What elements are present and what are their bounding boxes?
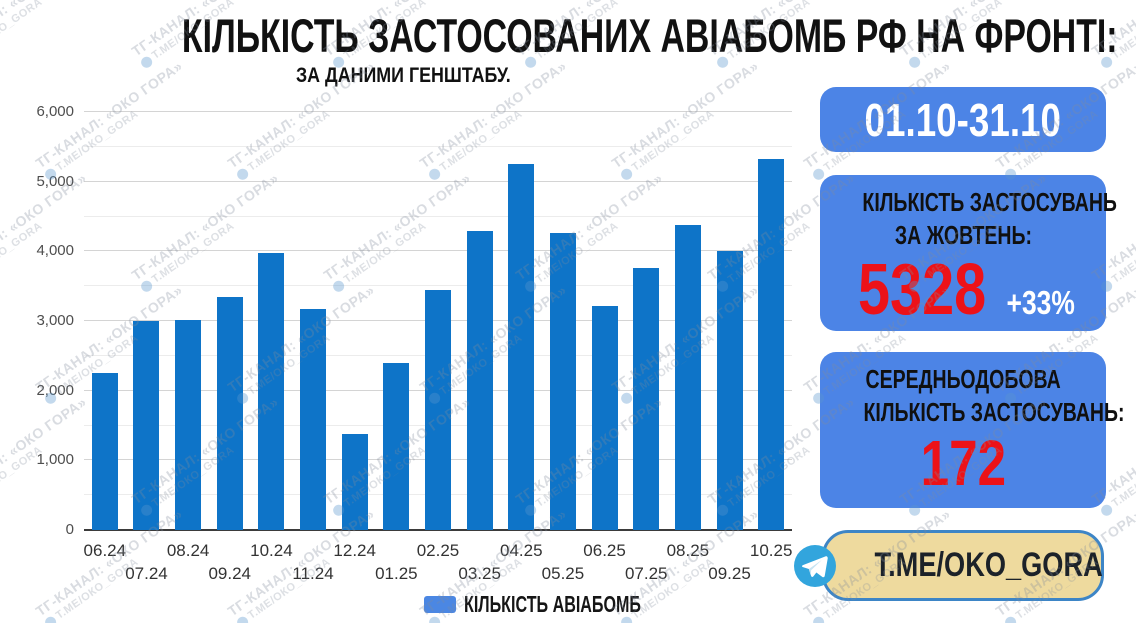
bar xyxy=(300,308,327,530)
watermark-telegram-dot-icon xyxy=(234,614,251,623)
y-axis-tick-label: 5,000 xyxy=(36,172,74,190)
daily-average-panel: СЕРЕДНЬОДОБОВА КІЛЬКІСТЬ ЗАСТОСУВАНЬ: 17… xyxy=(820,352,1125,508)
y-axis-tick-label: 4,000 xyxy=(36,242,74,260)
y-axis-tick-label: 1,000 xyxy=(36,451,74,469)
y-axis-tick-label: 0 xyxy=(65,521,74,538)
page-subtitle-text: ЗА ДАНИМИ ГЕНШТАБУ. xyxy=(295,64,511,87)
page-title: КІЛЬКІСТЬ ЗАСТОСОВАНИХ АВІАБОМБ РФ НА ФР… xyxy=(0,8,1136,63)
bar xyxy=(716,251,743,530)
bar xyxy=(425,289,451,530)
bar xyxy=(674,224,701,530)
bar xyxy=(633,268,660,530)
x-axis-tick-label: 07.24 xyxy=(125,564,168,583)
x-axis-tick-label: 01.25 xyxy=(375,564,418,583)
monthly-total-heading: КІЛЬКІСТЬ ЗАСТОСУВАНЬ ЗА ЖОВТЕНЬ: xyxy=(862,187,1117,250)
page-subtitle: ЗА ДАНИМИ ГЕНШТАБУ. xyxy=(0,64,806,88)
watermark-line2-text: Т.МЕ/ОКО_GORA xyxy=(1109,220,1136,286)
bar xyxy=(758,158,785,530)
monthly-total-panel: КІЛЬКІСТЬ ЗАСТОСУВАНЬ ЗА ЖОВТЕНЬ: 5328 +… xyxy=(820,175,1117,331)
telegram-icon xyxy=(794,544,837,587)
page-title-text: КІЛЬКІСТЬ ЗАСТОСОВАНИХ АВІАБОМБ РФ НА ФР… xyxy=(181,9,1118,62)
bar xyxy=(133,321,160,530)
bar-chart-plot: 0 1,000 2,000 3,000 4,000 5,000 6,000 06.24 07.2… xyxy=(36,103,792,583)
x-axis-tick-label: 08.24 xyxy=(166,541,210,560)
watermark-telegram-dot-icon xyxy=(810,614,827,623)
y-axis-tick-label: 2,000 xyxy=(36,381,74,399)
x-axis-tick-label: 07.25 xyxy=(624,564,668,583)
bar xyxy=(383,362,410,530)
gridline xyxy=(84,250,792,252)
x-axis-tick-label: 06.24 xyxy=(83,541,127,560)
y-axis-tick-label: 6,000 xyxy=(36,103,74,120)
bar xyxy=(216,296,243,530)
monthly-total-value: 5328 xyxy=(858,250,987,330)
telegram-channel-label: T.ME/OKO_GORA xyxy=(874,546,1104,584)
watermark-telegram-dot-icon xyxy=(1002,614,1019,623)
bar xyxy=(91,373,118,530)
bar xyxy=(341,433,368,530)
bar xyxy=(175,319,202,530)
watermark-telegram-dot-icon xyxy=(1098,502,1115,518)
watermark-line2-text: Т.МЕ/ОКО_GORA xyxy=(1109,444,1136,510)
daily-average-heading: СЕРЕДНЬОДОБОВА КІЛЬКІСТЬ ЗАСТОСУВАНЬ: xyxy=(863,364,1125,427)
gridline xyxy=(84,145,792,147)
gridline xyxy=(84,111,792,112)
date-range-panel: 01.10-31.10 xyxy=(820,87,1106,152)
x-axis-tick-label: 09.24 xyxy=(208,564,252,583)
chart-legend: КІЛЬКІСТЬ АВІАБОМБ xyxy=(424,591,717,618)
x-axis-tick-label: 10.24 xyxy=(250,541,293,560)
bar xyxy=(549,233,576,530)
x-axis-tick-label: 09.25 xyxy=(708,564,751,583)
bar xyxy=(466,231,493,530)
daily-average-value-row: 172 xyxy=(820,429,1106,497)
telegram-channel-button[interactable]: T.ME/OKO_GORA xyxy=(794,530,1104,601)
x-axis-tick-label: 02.25 xyxy=(416,541,460,560)
x-axis-tick-label: 08.25 xyxy=(666,541,710,560)
monthly-total-value-row: 5328 +33% xyxy=(820,252,1106,328)
legend-swatch xyxy=(424,596,456,613)
watermark-telegram-dot-icon xyxy=(42,614,59,623)
x-axis-tick-label: 04.25 xyxy=(500,541,543,560)
monthly-delta-badge: +33% xyxy=(1006,284,1076,321)
daily-average-value: 172 xyxy=(920,427,1006,499)
date-range-text: 01.10-31.10 xyxy=(864,93,1062,146)
bar xyxy=(258,253,285,530)
bar xyxy=(508,163,535,530)
gridline xyxy=(84,180,792,182)
x-axis-tick-label: 11.24 xyxy=(292,564,334,583)
x-axis-tick-label: 05.25 xyxy=(541,564,585,583)
y-axis-tick-label: 3,000 xyxy=(36,312,74,329)
gridline xyxy=(84,215,792,217)
legend-label: КІЛЬКІСТЬ АВІАБОМБ xyxy=(464,591,642,617)
x-axis-tick-label: 03.25 xyxy=(458,564,501,583)
gridline xyxy=(84,285,792,287)
x-axis-tick-label: 06.25 xyxy=(583,541,626,560)
x-axis-line xyxy=(84,529,792,531)
bar xyxy=(591,306,618,530)
x-axis-tick-label: 12.24 xyxy=(333,541,376,560)
x-axis-tick-label: 10.25 xyxy=(749,541,793,560)
